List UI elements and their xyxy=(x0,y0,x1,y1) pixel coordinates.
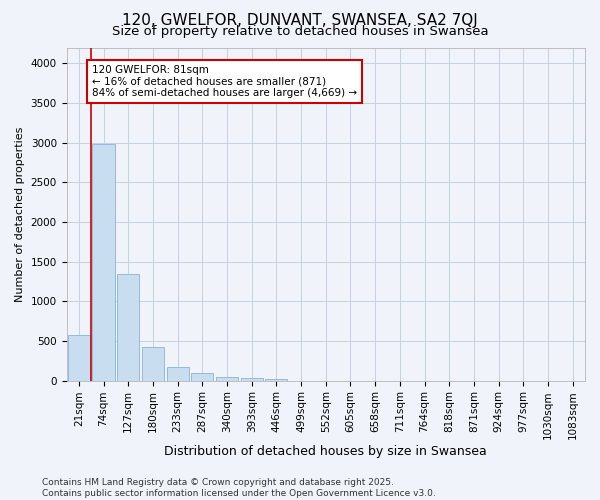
X-axis label: Distribution of detached houses by size in Swansea: Distribution of detached houses by size … xyxy=(164,444,487,458)
Bar xyxy=(191,374,214,380)
Text: 120, GWELFOR, DUNVANT, SWANSEA, SA2 7QJ: 120, GWELFOR, DUNVANT, SWANSEA, SA2 7QJ xyxy=(122,12,478,28)
Bar xyxy=(142,348,164,380)
Bar xyxy=(117,274,139,380)
Bar xyxy=(167,366,189,380)
Bar xyxy=(216,377,238,380)
Bar xyxy=(241,378,263,380)
Text: Contains HM Land Registry data © Crown copyright and database right 2025.
Contai: Contains HM Land Registry data © Crown c… xyxy=(42,478,436,498)
Bar xyxy=(92,144,115,380)
Bar xyxy=(68,334,90,380)
Y-axis label: Number of detached properties: Number of detached properties xyxy=(15,126,25,302)
Text: Size of property relative to detached houses in Swansea: Size of property relative to detached ho… xyxy=(112,25,488,38)
Text: 120 GWELFOR: 81sqm
← 16% of detached houses are smaller (871)
84% of semi-detach: 120 GWELFOR: 81sqm ← 16% of detached hou… xyxy=(92,65,357,98)
